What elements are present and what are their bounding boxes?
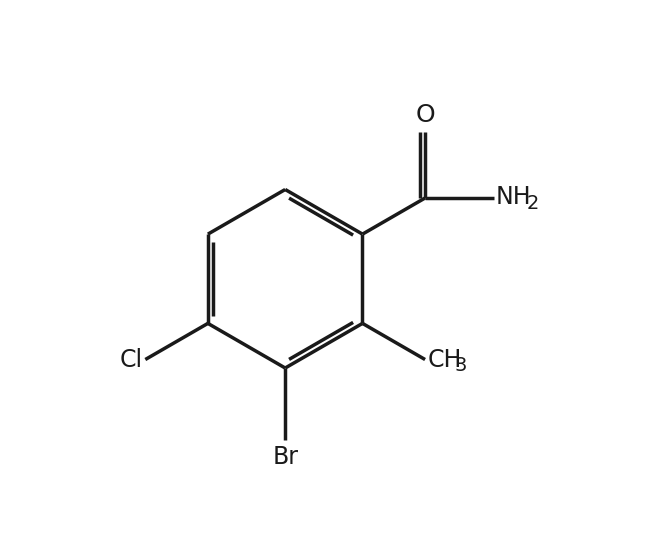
Text: Br: Br — [272, 444, 298, 469]
Text: 3: 3 — [455, 356, 467, 375]
Text: O: O — [415, 103, 435, 127]
Text: 2: 2 — [527, 194, 539, 213]
Text: CH: CH — [427, 348, 462, 371]
Text: NH: NH — [496, 185, 531, 209]
Text: Cl: Cl — [120, 348, 143, 371]
